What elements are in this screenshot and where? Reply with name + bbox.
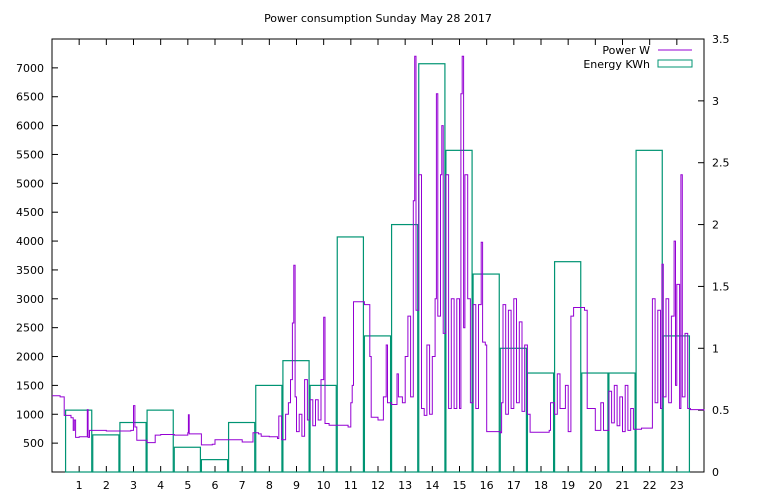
x-tick-label: 3 (130, 479, 137, 492)
legend-swatch-energy (657, 59, 693, 68)
energy-bar (472, 273, 500, 473)
x-tick-label: 9 (293, 479, 300, 492)
power-line (52, 55, 705, 446)
energy-bar (200, 459, 229, 473)
x-tick-label: 6 (212, 479, 219, 492)
plot-frame (51, 38, 705, 473)
x-tick-label: 23 (670, 479, 684, 492)
x-tick-label: 11 (344, 479, 358, 492)
x-tick-label: 18 (534, 479, 548, 492)
left-tick-label: 3500 (16, 264, 44, 277)
left-tick-label: 5500 (16, 148, 44, 161)
energy-bar (635, 149, 663, 473)
right-tick-label: 2.5 (712, 157, 730, 170)
energy-bar (146, 409, 174, 473)
left-axis-ticks: 500 1000 1500 2000 2500 3000 3500 4000 4500 5000 5… (16, 62, 58, 450)
x-tick-label: 19 (561, 479, 575, 492)
x-tick-label: 20 (588, 479, 602, 492)
right-tick-label: 1 (712, 342, 719, 355)
legend-label-power: Power W (602, 44, 650, 57)
left-tick-label: 3000 (16, 293, 44, 306)
energy-bar (255, 384, 283, 473)
right-tick-label: 0 (712, 466, 719, 479)
left-tick-label: 2000 (16, 351, 44, 364)
left-tick-label: 4500 (16, 206, 44, 219)
x-tick-label: 8 (266, 479, 273, 492)
x-tick-label: 17 (507, 479, 521, 492)
x-tick-label: 1 (76, 479, 83, 492)
left-tick-label: 500 (23, 437, 44, 450)
left-tick-label: 6500 (16, 91, 44, 104)
x-tick-label: 10 (317, 479, 331, 492)
right-tick-label: 3.5 (712, 33, 730, 46)
energy-bar (173, 446, 202, 473)
x-tick-label: 12 (371, 479, 385, 492)
energy-bar (92, 434, 120, 473)
energy-bar (553, 261, 582, 473)
energy-bar (336, 236, 365, 473)
energy-bar (363, 335, 392, 473)
left-tick-label: 6000 (16, 120, 44, 133)
legend-label-energy: Energy KWh (583, 58, 650, 71)
power-series (52, 55, 705, 446)
x-tick-label: 21 (616, 479, 630, 492)
left-tick-label: 1500 (16, 379, 44, 392)
x-axis-ticks: 1 2 3 4 5 6 7 8 9 10 11 12 13 14 15 16 17 18 19 20 21 22 23 (76, 39, 684, 492)
energy-series (64, 63, 691, 473)
energy-bar (581, 372, 609, 473)
left-tick-label: 2500 (16, 322, 44, 335)
energy-bar (309, 384, 337, 473)
right-tick-label: 0.5 (712, 404, 730, 417)
right-axis-ticks: 0 0.5 1 1.5 2 2.5 3 3.5 (698, 33, 730, 479)
left-tick-label: 5000 (16, 177, 44, 190)
left-tick-label: 4000 (16, 235, 44, 248)
x-tick-label: 22 (643, 479, 657, 492)
x-tick-label: 2 (103, 479, 110, 492)
x-tick-label: 13 (398, 479, 412, 492)
x-tick-label: 4 (157, 479, 164, 492)
plot-border (51, 38, 705, 473)
right-tick-label: 1.5 (712, 280, 730, 293)
x-tick-label: 5 (184, 479, 191, 492)
left-tick-label: 7000 (16, 62, 44, 75)
x-tick-label: 7 (239, 479, 246, 492)
right-tick-label: 2 (712, 219, 719, 232)
energy-bar (390, 223, 419, 473)
energy-bar (282, 360, 310, 473)
right-tick-label: 3 (712, 95, 719, 108)
energy-bar (227, 421, 256, 473)
left-tick-label: 1000 (16, 408, 44, 421)
energy-bar (526, 372, 555, 473)
energy-bar (64, 409, 93, 473)
chart-title: Power consumption Sunday May 28 2017 (264, 12, 492, 25)
x-tick-label: 16 (480, 479, 494, 492)
x-tick-label: 14 (425, 479, 439, 492)
x-tick-label: 15 (453, 479, 467, 492)
